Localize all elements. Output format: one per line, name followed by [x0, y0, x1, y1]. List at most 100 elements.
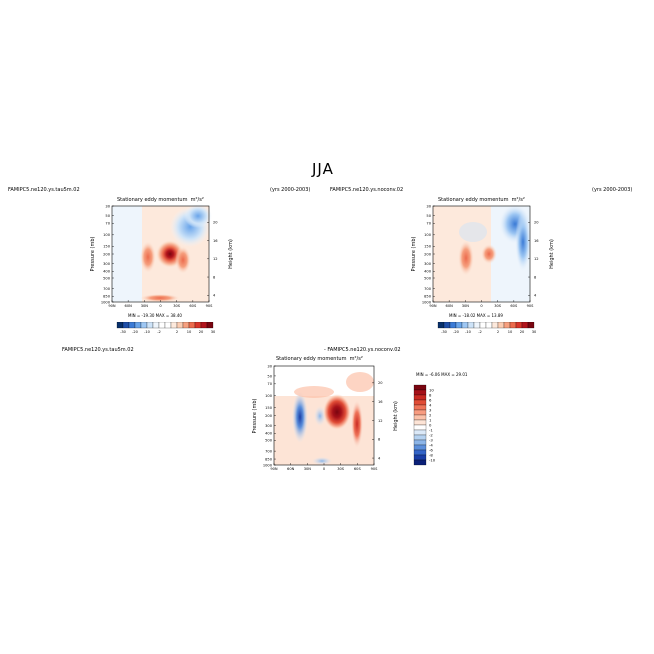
pressure-tick-label: 300	[265, 424, 273, 428]
pressure-tick-label: 50	[105, 214, 110, 218]
colorbar-label: -4	[429, 442, 433, 447]
pressure-tick-label: 30	[267, 364, 272, 368]
colorbar-cell	[413, 399, 427, 406]
lat-tick-label: 30N	[141, 304, 149, 308]
colorbar-cell	[116, 322, 124, 329]
colorbar-label: 6	[429, 397, 432, 402]
colorbar-label: -8	[429, 452, 433, 457]
panel2-years: (yrs 2000-2003)	[592, 187, 633, 193]
lat-tick-label: 30S	[337, 467, 345, 471]
panel1-case-label: FAMIPC5.ne120.ys.tau5m.02	[8, 187, 80, 193]
colorbar-cell	[527, 322, 535, 329]
panel1-colorbar: -30 -20 -10 -2 2 10 20 30	[116, 322, 215, 334]
colorbar-cell	[503, 322, 511, 329]
pressure-tick-label: 100	[103, 233, 111, 237]
panel3-units: m²/s²	[349, 356, 363, 362]
panel3-y2label: Height (km)	[393, 401, 399, 431]
panel3-case-label: FAMIPC5.ne120.ys.tau5m.02	[62, 347, 134, 353]
colorbar-cell	[170, 322, 178, 329]
colorbar-cell	[413, 404, 427, 411]
colorbar-cell	[413, 459, 427, 466]
pressure-tick-label: 300	[103, 262, 111, 266]
height-tick-label: 4	[534, 294, 537, 298]
colorbar-label: -10	[144, 330, 151, 334]
panel3-min-max: MIN = -6.06 MAX = 29.01	[416, 372, 468, 377]
panel3-ylabel: Pressure (mb)	[252, 399, 258, 434]
panel2-min-max: MIN = -18.02 MAX = 13.89	[449, 313, 503, 318]
colorbar-label: 30	[532, 330, 536, 334]
colorbar-cell	[413, 429, 427, 436]
colorbar-cell	[509, 322, 517, 329]
lat-tick-label: 30N	[462, 304, 470, 308]
colorbar-cell	[176, 322, 184, 329]
colorbar-cell	[413, 444, 427, 451]
colorbar-cell	[158, 322, 166, 329]
colorbar-cell	[413, 414, 427, 421]
colorbar-label: -20	[132, 330, 139, 334]
colorbar-label: 10	[508, 330, 513, 334]
colorbar-cell	[146, 322, 154, 329]
pressure-tick-label: 150	[103, 245, 111, 249]
pressure-tick-label: 300	[424, 262, 432, 266]
colorbar-cell	[413, 419, 427, 426]
panel3-plot: 30 50 70 100 150 200 300 400 500 700 850 1000 20 16 1…	[252, 364, 399, 471]
panel1-y2label: Height (km)	[228, 239, 234, 269]
pressure-tick-label: 150	[424, 245, 432, 249]
lat-tick-label: 90N	[108, 304, 116, 308]
colorbar-cell	[461, 322, 469, 329]
pressure-tick-label: 70	[267, 382, 272, 386]
colorbar-cell	[413, 439, 427, 446]
colorbar-cell	[413, 449, 427, 456]
colorbar-cell	[473, 322, 481, 329]
colorbar-cell	[134, 322, 142, 329]
pressure-tick-label: 70	[105, 222, 110, 226]
colorbar-label: 2	[176, 330, 178, 334]
height-tick-label: 12	[213, 257, 218, 261]
pressure-tick-label: 400	[265, 432, 273, 436]
colorbar-cell	[140, 322, 148, 329]
colorbar-label: -2	[157, 330, 161, 334]
panel3-height-ticks: 20 16 12 8 4	[372, 381, 383, 460]
colorbar-label: -20	[453, 330, 460, 334]
pressure-tick-label: 500	[424, 276, 432, 280]
pressure-tick-label: 500	[265, 439, 273, 443]
colorbar-cell	[497, 322, 505, 329]
panel1-units: m²/s²	[190, 197, 204, 203]
lat-tick-label: 90S	[371, 467, 379, 471]
lat-tick-label: 30S	[494, 304, 502, 308]
panel1-lat-ticks: 90N 60N 30N 0 30S 60S 90S	[108, 300, 213, 308]
colorbar-cell	[515, 322, 523, 329]
colorbar-label: -10	[429, 457, 436, 462]
pressure-tick-label: 200	[424, 252, 432, 256]
panel2-case-label: FAMIPC5.ne120.ys.noconv.02	[330, 187, 404, 193]
height-tick-label: 4	[378, 456, 381, 460]
pressure-tick-label: 850	[265, 457, 273, 461]
colorbar-cell	[152, 322, 160, 329]
pressure-tick-label: 1000	[263, 463, 273, 467]
height-tick-label: 8	[534, 275, 537, 279]
colorbar-label: -3	[429, 437, 433, 442]
colorbar-label: -6	[429, 447, 433, 452]
height-tick-label: 12	[378, 419, 383, 423]
panel2-units: m²/s²	[511, 197, 525, 203]
colorbar-label: -1	[429, 427, 433, 432]
colorbar-label: -10	[465, 330, 472, 334]
pressure-tick-label: 100	[424, 233, 432, 237]
pressure-tick-label: 100	[265, 394, 273, 398]
colorbar-label: 1	[429, 417, 432, 422]
lat-tick-label: 90N	[429, 304, 437, 308]
panel1-min-max: MIN = -19.30 MAX = 38.40	[128, 313, 182, 318]
lat-tick-label: 30N	[304, 467, 312, 471]
height-tick-label: 12	[534, 257, 539, 261]
lat-tick-label: 30S	[173, 304, 181, 308]
lat-tick-label: 0	[480, 304, 483, 308]
colorbar-cell	[128, 322, 136, 329]
height-tick-label: 16	[213, 239, 218, 243]
panel2-y2label: Height (km)	[549, 239, 555, 269]
pressure-tick-label: 200	[103, 252, 111, 256]
height-tick-label: 4	[213, 294, 216, 298]
